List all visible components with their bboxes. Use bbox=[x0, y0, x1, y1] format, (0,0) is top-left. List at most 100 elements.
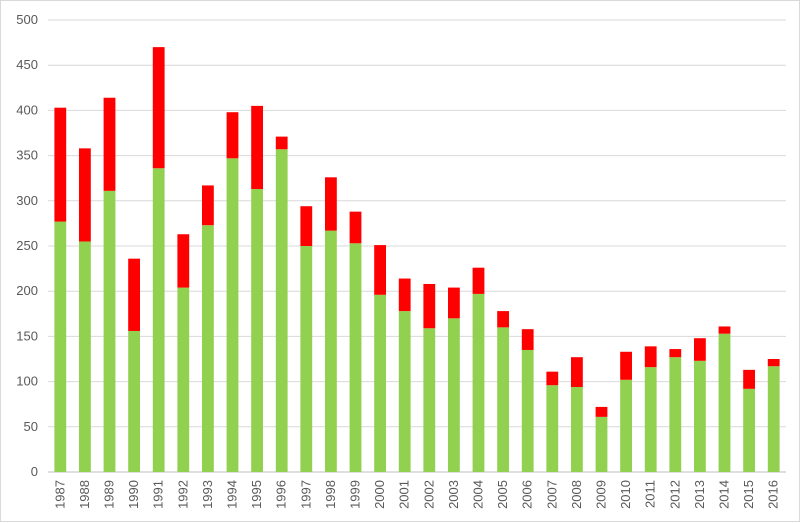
x-tick-label: 1992 bbox=[175, 480, 190, 509]
bar-segment-lower bbox=[595, 416, 608, 472]
bar-segment-lower bbox=[546, 385, 559, 472]
bar-segment-lower bbox=[349, 243, 362, 472]
bar-segment-lower bbox=[620, 379, 633, 472]
bar-segment-upper bbox=[324, 177, 337, 231]
bar-segment-upper bbox=[300, 206, 313, 246]
y-tick-label: 150 bbox=[16, 328, 38, 343]
bar-segment-upper bbox=[201, 185, 214, 226]
bar-segment-lower bbox=[78, 241, 91, 472]
bar-segment-upper bbox=[472, 267, 485, 294]
x-tick-label: 2010 bbox=[618, 480, 633, 509]
x-tick-label: 1997 bbox=[298, 480, 313, 509]
bar-segment-upper bbox=[595, 406, 608, 417]
x-tick-label: 2001 bbox=[397, 480, 412, 509]
x-tick-label: 1999 bbox=[348, 480, 363, 509]
bar-segment-lower bbox=[669, 357, 682, 472]
bar-segment-upper bbox=[693, 338, 706, 361]
x-tick-label: 1993 bbox=[200, 480, 215, 509]
bar-segment-lower bbox=[128, 330, 141, 472]
bar-segment-upper bbox=[349, 211, 362, 244]
bar-segment-lower bbox=[300, 246, 313, 472]
x-tick-label: 2002 bbox=[421, 480, 436, 509]
bar-segment-upper bbox=[767, 359, 780, 367]
bar-segment-lower bbox=[201, 225, 214, 472]
bar-segment-upper bbox=[177, 234, 190, 288]
x-tick-label: 2016 bbox=[766, 480, 781, 509]
bar-segment-lower bbox=[472, 293, 485, 472]
x-tick-label: 1996 bbox=[274, 480, 289, 509]
bar-segment-upper bbox=[546, 371, 559, 386]
bar-segment-lower bbox=[447, 318, 460, 472]
x-tick-label: 1988 bbox=[77, 480, 92, 509]
bar-segment-lower bbox=[152, 168, 165, 473]
bar-segment-lower bbox=[570, 387, 583, 472]
y-tick-label: 0 bbox=[31, 464, 38, 479]
x-tick-label: 2012 bbox=[667, 480, 682, 509]
bar-segment-upper bbox=[374, 245, 387, 295]
bar-segment-upper bbox=[620, 351, 633, 380]
x-tick-label: 2014 bbox=[717, 480, 732, 509]
bar-segment-lower bbox=[226, 158, 239, 472]
bar-segment-lower bbox=[497, 327, 510, 472]
x-tick-label: 1990 bbox=[126, 480, 141, 509]
y-tick-label: 100 bbox=[16, 374, 38, 389]
x-tick-label: 2015 bbox=[741, 480, 756, 509]
x-tick-label: 2000 bbox=[372, 480, 387, 509]
x-tick-label: 1987 bbox=[52, 480, 67, 509]
x-tick-label: 2004 bbox=[471, 480, 486, 509]
bar-segment-upper bbox=[570, 357, 583, 388]
bar-segment-lower bbox=[374, 294, 387, 472]
bar-segment-lower bbox=[324, 230, 337, 472]
bar-segment-upper bbox=[103, 97, 116, 191]
x-tick-label: 2013 bbox=[692, 480, 707, 509]
bar-segment-lower bbox=[275, 149, 288, 472]
bar-segment-upper bbox=[743, 369, 756, 389]
bar-segment-lower bbox=[521, 349, 534, 472]
bar-segment-upper bbox=[669, 349, 682, 358]
bar-segment-lower bbox=[743, 388, 756, 472]
bar-segment-upper bbox=[152, 47, 165, 169]
bar-segment-lower bbox=[718, 333, 731, 472]
bar-segment-upper bbox=[275, 136, 288, 150]
bar-segment-upper bbox=[398, 278, 411, 312]
y-tick-label: 300 bbox=[16, 193, 38, 208]
bar-segment-upper bbox=[718, 326, 731, 334]
x-tick-label: 1989 bbox=[102, 480, 117, 509]
y-tick-label: 200 bbox=[16, 283, 38, 298]
x-tick-label: 2011 bbox=[643, 480, 658, 508]
y-tick-label: 250 bbox=[16, 238, 38, 253]
x-tick-label: 1995 bbox=[249, 480, 264, 509]
bar-segment-lower bbox=[177, 287, 190, 472]
bar-segment-upper bbox=[54, 107, 67, 222]
x-tick-label: 2005 bbox=[495, 480, 510, 509]
y-tick-label: 50 bbox=[24, 419, 38, 434]
bar-segment-lower bbox=[423, 328, 436, 472]
x-tick-label: 2009 bbox=[594, 480, 609, 509]
x-tick-label: 1991 bbox=[151, 480, 166, 509]
x-tick-label: 2008 bbox=[569, 480, 584, 509]
x-tick-label: 2006 bbox=[520, 480, 535, 509]
bar-segment-lower bbox=[103, 190, 116, 472]
x-tick-label: 1998 bbox=[323, 480, 338, 509]
bar-segment-lower bbox=[693, 360, 706, 472]
bar-segment-lower bbox=[767, 366, 780, 472]
y-tick-label: 500 bbox=[16, 12, 38, 27]
bar-segment-lower bbox=[398, 311, 411, 472]
bar-segment-upper bbox=[78, 148, 91, 242]
x-tick-label: 2007 bbox=[544, 480, 559, 509]
bar-segment-lower bbox=[644, 367, 657, 472]
bar-segment-upper bbox=[423, 283, 436, 329]
y-tick-label: 450 bbox=[16, 57, 38, 72]
x-tick-label: 1994 bbox=[225, 480, 240, 509]
y-tick-label: 350 bbox=[16, 148, 38, 163]
bar-segment-upper bbox=[128, 258, 141, 331]
bar-segment-upper bbox=[447, 287, 460, 319]
bar-segment-lower bbox=[251, 189, 264, 472]
bar-segment-upper bbox=[251, 105, 264, 190]
bar-segment-upper bbox=[644, 346, 657, 368]
bar-segment-upper bbox=[521, 329, 534, 350]
bar-segment-upper bbox=[497, 311, 510, 328]
y-tick-label: 400 bbox=[16, 102, 38, 117]
